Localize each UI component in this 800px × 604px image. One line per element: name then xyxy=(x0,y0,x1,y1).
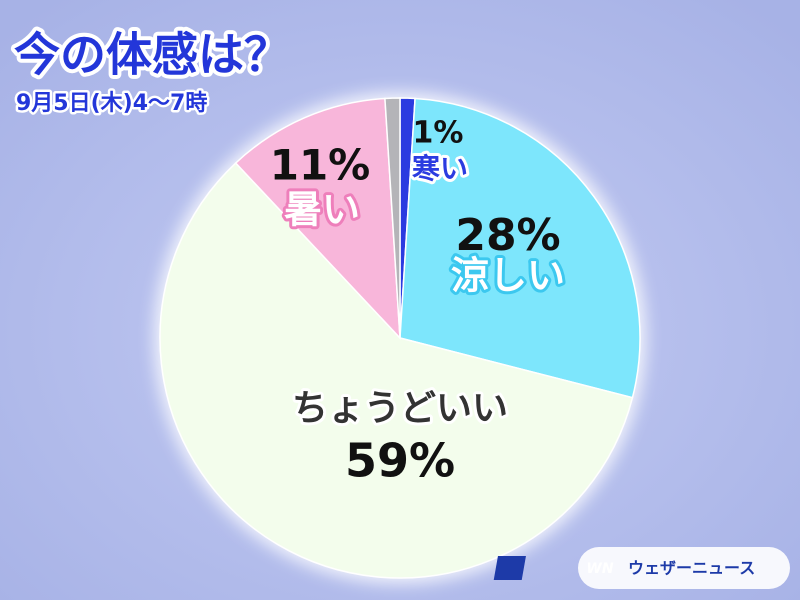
category-label: ちょうどいい xyxy=(292,388,508,429)
brand-logo: WN ウェザーニュース xyxy=(493,547,790,589)
value-label: 11% xyxy=(270,141,371,190)
brand-name: ウェザーニュース xyxy=(628,559,755,578)
pie-slice xyxy=(399,97,641,399)
logo-mark: WN xyxy=(586,561,613,577)
value-label: 28% xyxy=(455,210,560,261)
pie-slice xyxy=(159,161,634,579)
category-label: 寒い xyxy=(412,152,468,185)
chart-title: 今の体感は？ xyxy=(14,28,290,82)
logo-icon xyxy=(493,556,526,580)
pie-labels: 1%寒い 28%涼しい 59% ちょうどいい 11%暑い xyxy=(270,116,568,488)
value-label: 59% xyxy=(345,434,455,488)
pie-slice xyxy=(384,97,401,339)
value-label: 1% xyxy=(413,116,464,151)
chart-subtitle: 9月5日(木)4〜7時 xyxy=(16,91,207,116)
pie xyxy=(159,97,641,579)
logo-background xyxy=(578,547,790,589)
category-label: 暑い xyxy=(284,188,360,232)
pie-slice xyxy=(234,97,401,341)
category-label: 涼しい xyxy=(451,254,565,298)
